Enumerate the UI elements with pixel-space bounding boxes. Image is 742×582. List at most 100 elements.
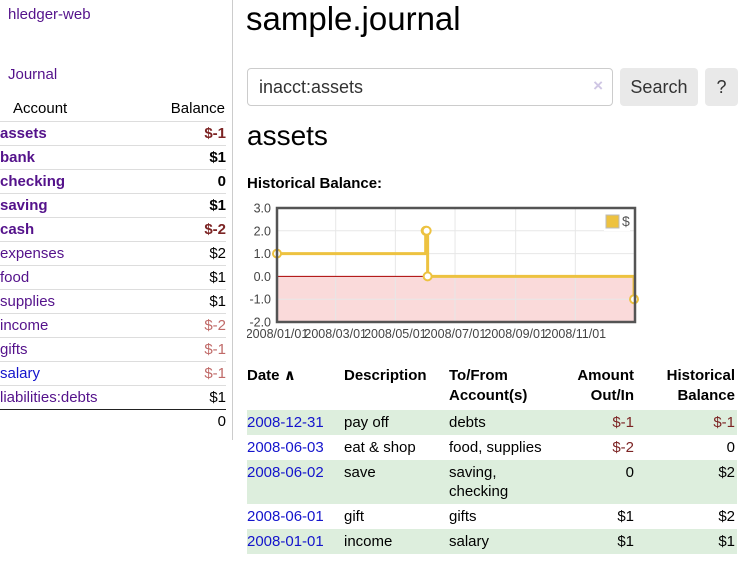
register-header-description: Description	[344, 367, 427, 384]
search-input[interactable]	[247, 68, 613, 106]
register-row: 2008-06-01 gift gifts $1 $2	[247, 504, 737, 529]
transaction-amount: $-2	[612, 439, 634, 456]
register-header-date[interactable]: Date ∧	[247, 367, 296, 384]
clear-search-icon[interactable]: ×	[593, 76, 603, 95]
transaction-date-link[interactable]: 2008-01-01	[247, 533, 324, 550]
account-link-salary[interactable]: salary	[0, 364, 41, 382]
transaction-balance: $2	[718, 464, 735, 481]
svg-text:$: $	[622, 213, 630, 229]
search-form: × Search ?	[247, 68, 738, 106]
register-header-amount: Amount Out/In	[577, 367, 634, 404]
sort-ascending-icon: ∧	[283, 367, 296, 384]
account-link-expenses[interactable]: expenses	[0, 244, 65, 262]
accounts-header-balance: Balance	[170, 100, 225, 118]
transaction-description: eat & shop	[344, 439, 416, 456]
transaction-accounts: food, supplies	[449, 439, 542, 456]
account-row: supplies $1	[0, 289, 226, 313]
svg-text:2008/03/01: 2008/03/01	[304, 327, 367, 341]
svg-text:1.0: 1.0	[254, 247, 271, 261]
account-balance: 0	[217, 172, 226, 190]
transaction-balance: $2	[718, 508, 735, 525]
account-row: income $-2	[0, 313, 226, 337]
register-row: 2008-06-03 eat & shop food, supplies $-2…	[247, 435, 737, 460]
transaction-date-link[interactable]: 2008-06-01	[247, 508, 324, 525]
accounts-total-balance: 0	[217, 412, 226, 430]
historical-balance-chart: $3.0 2.0 1.0 0.0 -1.0 -2.0 2008/01/01 2008/03/0…	[246, 200, 642, 342]
svg-text:2008/09/01: 2008/09/01	[484, 327, 547, 341]
account-balance: $1	[209, 268, 226, 286]
accounts-table: Account Balance assets $-1 bank $1 check…	[0, 97, 226, 433]
transaction-amount: 0	[625, 464, 634, 481]
register-row: 2008-01-01 income salary $1 $1	[247, 529, 737, 554]
account-row: assets $-1	[0, 121, 226, 145]
transaction-date-link[interactable]: 2008-06-02	[247, 464, 324, 481]
sidebar: hledger-web Journal Account Balance asse…	[0, 0, 233, 440]
accounts-header-account: Account	[13, 100, 68, 118]
svg-text:2008/07/01: 2008/07/01	[424, 327, 487, 341]
account-row: gifts $-1	[0, 337, 226, 361]
account-row: cash $-2	[0, 217, 226, 241]
account-link-bank[interactable]: bank	[0, 148, 36, 166]
accounts-header-row: Account Balance	[0, 97, 226, 121]
account-row: expenses $2	[0, 241, 226, 265]
transaction-accounts: salary	[449, 533, 490, 550]
account-balance: $1	[209, 196, 226, 214]
transaction-amount: $1	[617, 508, 634, 525]
account-link-saving[interactable]: saving	[0, 196, 48, 214]
transaction-date-link[interactable]: 2008-12-31	[247, 414, 324, 431]
page-title: sample.journal	[246, 0, 461, 37]
account-balance: $-2	[204, 316, 226, 334]
account-link-cash[interactable]: cash	[0, 220, 35, 238]
svg-text:0.0: 0.0	[254, 270, 271, 284]
svg-text:3.0: 3.0	[254, 202, 271, 216]
account-link-gifts[interactable]: gifts	[0, 340, 28, 358]
svg-text:-1.0: -1.0	[249, 293, 271, 307]
register-header-accounts: To/From Account(s)	[449, 367, 528, 404]
account-balance: $1	[209, 148, 226, 166]
app-title-link[interactable]: hledger-web	[8, 6, 91, 23]
chart-title-label: Historical Balance:	[247, 175, 383, 192]
account-row: food $1	[0, 265, 226, 289]
account-balance: $-1	[204, 340, 226, 358]
account-row: liabilities:debts $1	[0, 385, 226, 409]
svg-text:2.0: 2.0	[254, 224, 271, 238]
account-balance: $1	[209, 292, 226, 310]
transaction-description: income	[344, 533, 393, 550]
search-button[interactable]: Search	[620, 68, 698, 106]
transaction-balance: 0	[726, 439, 735, 456]
account-link-income[interactable]: income	[0, 316, 49, 334]
accounts-total-row: 0	[0, 409, 226, 433]
account-heading: assets	[247, 120, 328, 151]
account-balance: $-2	[204, 220, 226, 238]
register-row: 2008-12-31 pay off debts $-1 $-1	[247, 410, 737, 435]
transaction-description: save	[344, 464, 376, 481]
account-row: checking 0	[0, 169, 226, 193]
transaction-accounts: gifts	[449, 508, 477, 525]
transaction-description: gift	[344, 508, 365, 525]
account-row: bank $1	[0, 145, 226, 169]
account-link-assets[interactable]: assets	[0, 124, 47, 142]
transaction-balance: $1	[718, 533, 735, 550]
transaction-balance: $-1	[713, 414, 735, 431]
balance-chart-svg: $3.0 2.0 1.0 0.0 -1.0 -2.02008/01/012008/03/0…	[246, 202, 640, 341]
account-row: salary $-1	[0, 361, 226, 385]
account-link-food[interactable]: food	[0, 268, 30, 286]
sidebar-item-journal[interactable]: Journal	[8, 66, 58, 83]
transaction-date-link[interactable]: 2008-06-03	[247, 439, 324, 456]
help-button[interactable]: ?	[704, 68, 738, 106]
transaction-amount: $-1	[612, 414, 634, 431]
register-header-row: Date ∧ Description To/From Account(s) Amo…	[247, 362, 737, 410]
account-balance: $1	[209, 388, 226, 406]
account-balance: $-1	[204, 364, 226, 382]
account-balance: $2	[209, 244, 226, 262]
register-header-balance: Historical Balance	[666, 367, 735, 404]
register-table: Date ∧ Description To/From Account(s) Amo…	[247, 362, 737, 554]
transaction-description: pay off	[344, 414, 389, 431]
account-row: saving $1	[0, 193, 226, 217]
account-link-checking[interactable]: checking	[0, 172, 66, 190]
register-row: 2008-06-02 save saving, checking 0 $2	[247, 460, 737, 504]
account-balance: $-1	[204, 124, 226, 142]
account-link-supplies[interactable]: supplies	[0, 292, 56, 310]
transaction-accounts: debts	[449, 414, 486, 431]
account-link-liabilities-debts[interactable]: liabilities:debts	[0, 388, 98, 406]
